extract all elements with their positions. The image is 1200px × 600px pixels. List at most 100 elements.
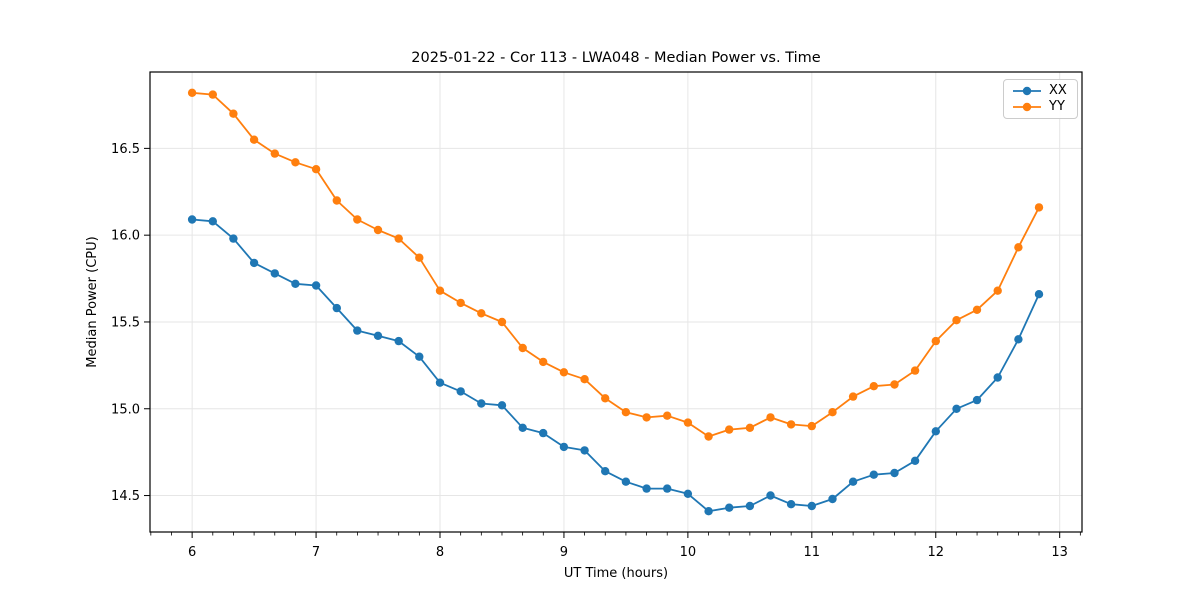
data-point-yy xyxy=(415,253,424,262)
data-point-yy xyxy=(456,298,465,308)
data-point-xx xyxy=(518,423,527,432)
data-point-yy xyxy=(642,413,651,422)
data-point-yy xyxy=(683,418,693,427)
data-point-xx xyxy=(539,428,548,438)
legend-marker-xx xyxy=(1013,86,1041,96)
y-tick-label: 15.0 xyxy=(111,402,140,417)
data-point-yy xyxy=(704,432,713,441)
data-point-yy xyxy=(332,196,341,205)
data-point-xx xyxy=(807,501,816,511)
data-point-yy xyxy=(890,380,899,389)
data-point-yy xyxy=(828,408,837,417)
data-point-xx xyxy=(993,373,1002,382)
data-point-yy xyxy=(848,392,858,401)
x-tick-label: 6 xyxy=(188,545,196,560)
legend-marker-yy xyxy=(1013,102,1041,112)
data-point-yy xyxy=(786,420,796,429)
data-point-yy xyxy=(249,135,259,144)
legend-label-xx: XX xyxy=(1049,83,1067,98)
data-point-yy xyxy=(952,316,961,325)
data-point-xx xyxy=(683,489,693,498)
data-point-xx xyxy=(477,399,486,408)
data-point-yy xyxy=(993,286,1002,295)
series-line-xx xyxy=(192,218,1040,513)
data-point-xx xyxy=(931,427,940,436)
data-point-xx xyxy=(766,491,775,500)
data-point-yy xyxy=(394,234,403,243)
data-point-xx xyxy=(580,446,589,455)
data-series xyxy=(187,88,1044,516)
data-point-yy xyxy=(208,90,217,99)
data-point-xx xyxy=(972,395,982,405)
data-point-yy xyxy=(477,309,486,318)
x-tick-label: 8 xyxy=(436,545,444,560)
data-point-xx xyxy=(187,215,197,224)
legend-dot xyxy=(1022,86,1032,96)
data-point-xx xyxy=(704,507,713,516)
legend: XX YY xyxy=(1003,79,1078,119)
data-point-xx xyxy=(869,470,878,479)
data-point-yy xyxy=(663,411,672,420)
data-point-xx xyxy=(1034,290,1044,299)
data-point-xx xyxy=(229,234,238,243)
data-point-yy xyxy=(580,375,589,384)
data-point-yy xyxy=(270,149,279,158)
data-point-xx xyxy=(890,468,899,478)
data-point-xx xyxy=(745,501,755,511)
data-point-xx xyxy=(848,477,858,486)
data-point-xx xyxy=(208,217,217,226)
legend-label-yy: YY xyxy=(1049,99,1065,114)
x-tick-label: 13 xyxy=(1051,545,1068,560)
data-point-xx xyxy=(601,467,610,476)
y-tick-label: 15.5 xyxy=(111,315,140,330)
y-axis-label: Median Power (CPU) xyxy=(85,236,100,367)
data-point-yy xyxy=(972,305,982,314)
data-point-yy xyxy=(353,215,362,224)
x-tick-label: 7 xyxy=(312,545,320,560)
data-point-yy xyxy=(601,394,610,403)
y-tick-label: 14.5 xyxy=(111,489,140,504)
data-point-yy xyxy=(1034,203,1044,212)
data-point-xx xyxy=(270,269,279,278)
x-tick-label: 12 xyxy=(927,545,944,560)
data-point-xx xyxy=(373,331,383,340)
data-point-xx xyxy=(291,279,300,288)
x-tick-label: 9 xyxy=(560,545,568,560)
legend-item-yy: YY xyxy=(1012,99,1067,114)
y-tick-label: 16.0 xyxy=(111,229,140,244)
data-point-yy xyxy=(373,225,383,235)
data-point-xx xyxy=(435,378,445,387)
data-point-xx xyxy=(663,484,672,493)
data-point-yy xyxy=(766,413,775,422)
data-point-xx xyxy=(642,484,651,493)
legend-dot xyxy=(1022,102,1032,112)
data-point-yy xyxy=(497,317,507,327)
legend-item-xx: XX xyxy=(1012,83,1067,98)
data-point-xx xyxy=(249,258,259,268)
data-point-yy xyxy=(291,158,300,167)
data-point-xx xyxy=(828,494,837,504)
data-point-xx xyxy=(332,303,341,313)
data-point-xx xyxy=(725,503,734,512)
y-tick-label: 16.5 xyxy=(111,142,140,157)
data-point-yy xyxy=(869,382,878,391)
data-point-yy xyxy=(311,165,321,174)
data-point-yy xyxy=(621,408,631,417)
data-point-yy xyxy=(807,421,816,431)
series-line-yy xyxy=(192,91,1040,438)
data-point-xx xyxy=(311,281,321,290)
data-point-yy xyxy=(229,109,238,118)
data-point-xx xyxy=(621,477,631,486)
data-point-xx xyxy=(1014,335,1023,344)
plot-frame xyxy=(149,71,1083,533)
data-point-yy xyxy=(435,286,445,295)
axes: 6 7 8 9 10 11 12 13 14.5 15.0 15.5 16.0 16.5 xyxy=(111,71,1083,560)
data-point-yy xyxy=(745,423,755,432)
data-point-yy xyxy=(559,368,569,377)
gridlines xyxy=(150,72,1082,532)
x-tick-label: 11 xyxy=(804,545,821,560)
data-point-yy xyxy=(539,357,548,367)
data-point-xx xyxy=(353,326,362,335)
